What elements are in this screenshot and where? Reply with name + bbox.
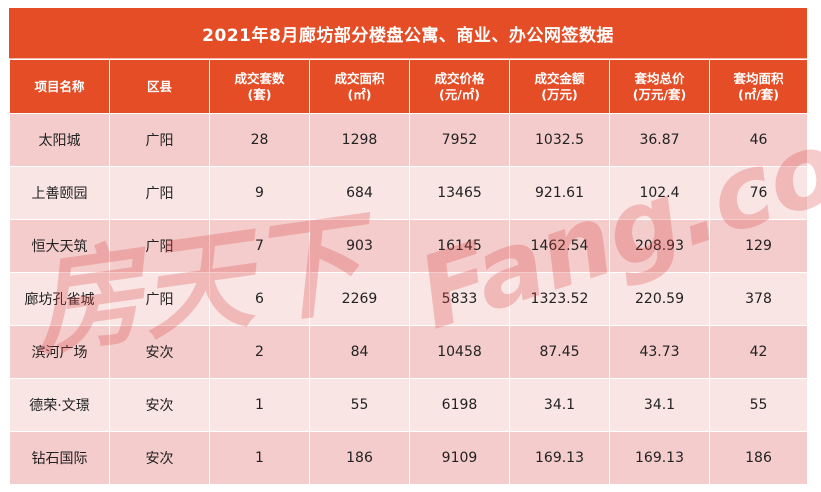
cell-price: 9109 (409, 431, 510, 485)
cell-avg-price: 102.4 (609, 166, 710, 220)
table-row: 滨河广场 安次 2 84 10458 87.45 43.73 42 (9, 325, 808, 379)
cell-area: 55 (309, 378, 410, 432)
cell-avg-area: 42 (709, 325, 808, 379)
table-title: 2021年8月廊坊部分楼盘公寓、商业、办公网签数据 (9, 8, 807, 59)
cell-project: 钻石国际 (9, 431, 110, 485)
cell-amount: 34.1 (509, 378, 610, 432)
cell-units: 1 (209, 378, 310, 432)
cell-price: 16145 (409, 219, 510, 273)
cell-avg-area: 129 (709, 219, 808, 273)
header-price: 成交价格 (元/㎡) (409, 59, 510, 114)
table-row: 上善颐园 广阳 9 684 13465 921.61 102.4 76 (9, 166, 808, 220)
table-row: 德荣·文璟 安次 1 55 6198 34.1 34.1 55 (9, 378, 808, 432)
cell-district: 安次 (109, 378, 210, 432)
cell-district: 广阳 (109, 166, 210, 220)
cell-project: 恒大天筑 (9, 219, 110, 273)
cell-units: 28 (209, 113, 310, 167)
cell-area: 2269 (309, 272, 410, 326)
cell-district: 安次 (109, 325, 210, 379)
cell-amount: 1032.5 (509, 113, 610, 167)
cell-amount: 87.45 (509, 325, 610, 379)
cell-amount: 1462.54 (509, 219, 610, 273)
cell-area: 684 (309, 166, 410, 220)
table-row: 廊坊孔雀城 广阳 6 2269 5833 1323.52 220.59 378 (9, 272, 808, 326)
cell-area: 84 (309, 325, 410, 379)
data-table: 项目名称 区县 成交套数 (套) 成交面积 (㎡) 成交价格 (元/㎡) 成交金额 (万… (9, 59, 808, 485)
header-units-sold: 成交套数 (套) (209, 59, 310, 114)
cell-project: 滨河广场 (9, 325, 110, 379)
cell-area: 903 (309, 219, 410, 273)
cell-units: 6 (209, 272, 310, 326)
cell-avg-area: 46 (709, 113, 808, 167)
cell-amount: 169.13 (509, 431, 610, 485)
cell-avg-area: 55 (709, 378, 808, 432)
cell-project: 太阳城 (9, 113, 110, 167)
header-avg-area: 套均面积 (㎡/套) (709, 59, 808, 114)
table-row: 太阳城 广阳 28 1298 7952 1032.5 36.87 46 (9, 113, 808, 167)
cell-project: 上善颐园 (9, 166, 110, 220)
header-project-name: 项目名称 (9, 59, 110, 114)
cell-district: 广阳 (109, 219, 210, 273)
cell-area: 186 (309, 431, 410, 485)
cell-district: 广阳 (109, 113, 210, 167)
cell-price: 6198 (409, 378, 510, 432)
cell-avg-area: 76 (709, 166, 808, 220)
cell-district: 广阳 (109, 272, 210, 326)
data-table-container: 2021年8月廊坊部分楼盘公寓、商业、办公网签数据 项目名称 区县 成交套数 (套… (9, 8, 808, 485)
cell-units: 1 (209, 431, 310, 485)
table-row: 钻石国际 安次 1 186 9109 169.13 169.13 186 (9, 431, 808, 485)
cell-project: 德荣·文璟 (9, 378, 110, 432)
header-area-sold: 成交面积 (㎡) (309, 59, 410, 114)
cell-units: 7 (209, 219, 310, 273)
cell-area: 1298 (309, 113, 410, 167)
cell-units: 9 (209, 166, 310, 220)
cell-price: 10458 (409, 325, 510, 379)
cell-avg-price: 169.13 (609, 431, 710, 485)
cell-project: 廊坊孔雀城 (9, 272, 110, 326)
header-district: 区县 (109, 59, 210, 114)
cell-avg-price: 220.59 (609, 272, 710, 326)
header-amount: 成交金额 (万元) (509, 59, 610, 114)
cell-amount: 1323.52 (509, 272, 610, 326)
cell-units: 2 (209, 325, 310, 379)
cell-avg-area: 186 (709, 431, 808, 485)
cell-avg-price: 208.93 (609, 219, 710, 273)
cell-avg-price: 34.1 (609, 378, 710, 432)
cell-district: 安次 (109, 431, 210, 485)
cell-avg-price: 43.73 (609, 325, 710, 379)
cell-avg-area: 378 (709, 272, 808, 326)
cell-price: 7952 (409, 113, 510, 167)
table-row: 恒大天筑 广阳 7 903 16145 1462.54 208.93 129 (9, 219, 808, 273)
header-avg-total-price: 套均总价 (万元/套) (609, 59, 710, 114)
cell-amount: 921.61 (509, 166, 610, 220)
cell-avg-price: 36.87 (609, 113, 710, 167)
cell-price: 13465 (409, 166, 510, 220)
header-row: 项目名称 区县 成交套数 (套) 成交面积 (㎡) 成交价格 (元/㎡) 成交金额 (万… (9, 59, 808, 114)
cell-price: 5833 (409, 272, 510, 326)
